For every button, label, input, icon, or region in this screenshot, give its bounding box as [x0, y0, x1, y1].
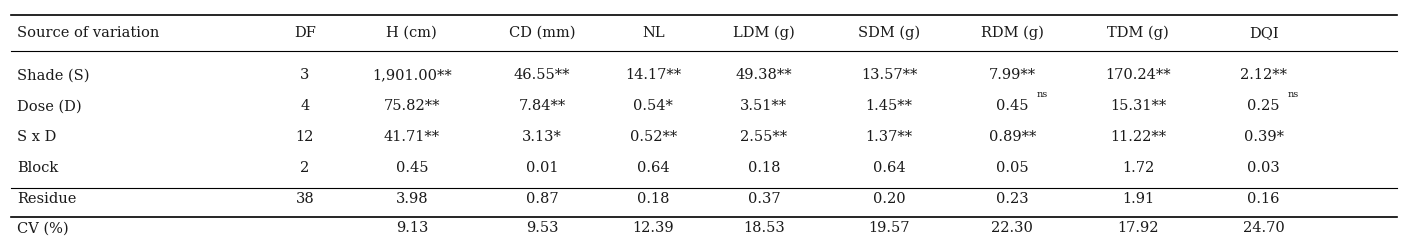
Text: Source of variation: Source of variation	[17, 26, 159, 40]
Text: ns: ns	[1287, 90, 1298, 99]
Text: 3.51**: 3.51**	[741, 99, 787, 113]
Text: 170.24**: 170.24**	[1105, 69, 1171, 82]
Text: 0.64: 0.64	[873, 161, 905, 175]
Text: 17.92: 17.92	[1118, 221, 1159, 235]
Text: 0.45: 0.45	[396, 161, 428, 175]
Text: 75.82**: 75.82**	[383, 99, 441, 113]
Text: 0.20: 0.20	[873, 192, 905, 206]
Text: 9.13: 9.13	[396, 221, 428, 235]
Text: 7.84**: 7.84**	[518, 99, 566, 113]
Text: 3: 3	[300, 69, 310, 82]
Text: CV (%): CV (%)	[17, 221, 69, 235]
Text: ns: ns	[1036, 90, 1048, 99]
Text: 12.39: 12.39	[632, 221, 674, 235]
Text: 0.87: 0.87	[525, 192, 559, 206]
Text: 49.38**: 49.38**	[735, 69, 793, 82]
Text: 0.16: 0.16	[1247, 192, 1280, 206]
Text: 0.23: 0.23	[995, 192, 1029, 206]
Text: Block: Block	[17, 161, 58, 175]
Text: S x D: S x D	[17, 130, 56, 144]
Text: Dose (D): Dose (D)	[17, 99, 82, 113]
Text: 0.18: 0.18	[636, 192, 670, 206]
Text: NL: NL	[642, 26, 665, 40]
Text: H (cm): H (cm)	[386, 26, 438, 40]
Text: 0.18: 0.18	[748, 161, 780, 175]
Text: Shade (S): Shade (S)	[17, 69, 89, 82]
Text: RDM (g): RDM (g)	[981, 26, 1043, 40]
Text: Residue: Residue	[17, 192, 76, 206]
Text: 24.70: 24.70	[1243, 221, 1284, 235]
Text: 1.37**: 1.37**	[866, 130, 912, 144]
Text: 7.99**: 7.99**	[988, 69, 1036, 82]
Text: 2.12**: 2.12**	[1240, 69, 1287, 82]
Text: 1.72: 1.72	[1122, 161, 1155, 175]
Text: 2.55**: 2.55**	[741, 130, 787, 144]
Text: 15.31**: 15.31**	[1111, 99, 1166, 113]
Text: 2: 2	[300, 161, 310, 175]
Text: 11.22**: 11.22**	[1111, 130, 1166, 144]
Text: 4: 4	[300, 99, 310, 113]
Text: 0.45: 0.45	[995, 99, 1029, 113]
Text: 0.39*: 0.39*	[1243, 130, 1284, 144]
Text: CD (mm): CD (mm)	[508, 26, 576, 40]
Text: 19.57: 19.57	[869, 221, 910, 235]
Text: 22.30: 22.30	[991, 221, 1033, 235]
Text: 46.55**: 46.55**	[514, 69, 570, 82]
Text: LDM (g): LDM (g)	[734, 26, 794, 40]
Text: 0.03: 0.03	[1247, 161, 1280, 175]
Text: 0.25: 0.25	[1247, 99, 1280, 113]
Text: SDM (g): SDM (g)	[857, 26, 921, 40]
Text: 0.52**: 0.52**	[629, 130, 677, 144]
Text: 41.71**: 41.71**	[384, 130, 439, 144]
Text: 0.01: 0.01	[525, 161, 559, 175]
Text: DF: DF	[294, 26, 315, 40]
Text: 38: 38	[296, 192, 314, 206]
Text: 18.53: 18.53	[743, 221, 784, 235]
Text: DQI: DQI	[1249, 26, 1278, 40]
Text: 12: 12	[296, 130, 314, 144]
Text: 1,901.00**: 1,901.00**	[372, 69, 452, 82]
Text: 0.54*: 0.54*	[634, 99, 673, 113]
Text: 3.98: 3.98	[396, 192, 428, 206]
Text: TDM (g): TDM (g)	[1108, 26, 1169, 40]
Text: 0.64: 0.64	[636, 161, 670, 175]
Text: 14.17**: 14.17**	[625, 69, 681, 82]
Text: 9.53: 9.53	[525, 221, 559, 235]
Text: 0.37: 0.37	[748, 192, 780, 206]
Text: 13.57**: 13.57**	[860, 69, 918, 82]
Text: 0.89**: 0.89**	[988, 130, 1036, 144]
Text: 3.13*: 3.13*	[522, 130, 562, 144]
Text: 1.91: 1.91	[1122, 192, 1155, 206]
Text: 1.45**: 1.45**	[866, 99, 912, 113]
Text: 0.05: 0.05	[995, 161, 1029, 175]
